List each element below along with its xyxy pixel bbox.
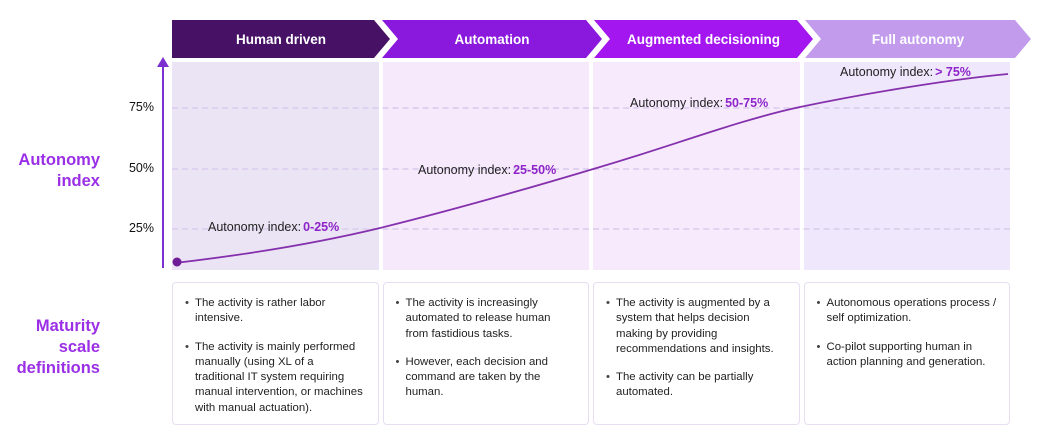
definition-list: The activity is augmented by a system th… xyxy=(604,296,787,401)
annotation-value: 50-75% xyxy=(725,96,769,110)
stage-header-label: Augmented decisioning xyxy=(626,31,780,47)
annotation-value: 0-25% xyxy=(303,220,340,234)
chart-panels xyxy=(172,62,1010,270)
definition-list: Autonomous operations process / self opt… xyxy=(815,296,998,370)
stage-header-full-autonomy: Full autonomy xyxy=(805,20,1031,58)
definition-item: Co-pilot supporting human in action plan… xyxy=(815,340,998,371)
definition-item: The activity is augmented by a system th… xyxy=(604,296,787,357)
stage-header-human-driven: Human driven xyxy=(172,20,390,58)
maturity-definitions-row: The activity is rather labor intensive. … xyxy=(172,282,1010,425)
chart-panel-automation xyxy=(382,62,589,270)
annotation-value: > 75% xyxy=(935,65,971,79)
definition-item: The activity is mainly performed manuall… xyxy=(183,340,366,416)
definition-list: The activity is increasingly automated t… xyxy=(394,296,577,401)
autonomy-index-axis-title-line: Autonomy xyxy=(18,151,100,169)
autonomy-chart-area: Autonomy index: 0-25% Autonomy index: 25-5… xyxy=(172,62,1010,270)
annotation-label: Autonomy index: xyxy=(418,163,512,177)
definition-item: However, each decision and command are t… xyxy=(394,355,577,401)
stage-header-label: Full autonomy xyxy=(871,31,965,47)
autonomy-curve-path xyxy=(174,73,1009,264)
stage-header-label: Automation xyxy=(454,31,530,47)
annotation-full-autonomy: Autonomy index: > 75% xyxy=(840,65,971,79)
autonomy-index-axis-title-line: index xyxy=(56,172,100,191)
curve-start-dot xyxy=(172,257,182,267)
y-axis-tick-25: 25% xyxy=(128,221,154,235)
gridline-75 xyxy=(172,107,1010,109)
definition-box-automation: The activity is increasingly automated t… xyxy=(382,282,589,425)
y-axis-line xyxy=(162,66,164,268)
chart-panel-augmented-decisioning xyxy=(593,62,800,270)
annotation-value: 25-50% xyxy=(513,163,557,177)
annotation-label: Autonomy index: xyxy=(630,96,724,110)
definition-item: The activity is rather labor intensive. xyxy=(183,296,366,327)
definition-item: The activity is increasingly automated t… xyxy=(394,296,577,342)
annotation-human-driven: Autonomy index: 0-25% xyxy=(208,220,339,234)
maturity-label-line: scale xyxy=(58,338,100,357)
definition-item: Autonomous operations process / self opt… xyxy=(815,296,998,327)
stage-header-augmented-decisioning: Augmented decisioning xyxy=(594,20,813,58)
maturity-label-line: definitions xyxy=(16,359,100,378)
chart-panel-full-autonomy xyxy=(803,62,1010,270)
y-axis-tick-50: 50% xyxy=(128,161,154,175)
definition-box-human-driven: The activity is rather labor intensive. … xyxy=(172,282,379,425)
maturity-scale-definitions-label: Maturity scale definitions xyxy=(0,316,100,379)
definition-item: The activity can be partially automated. xyxy=(604,370,787,401)
annotation-label: Autonomy index: xyxy=(840,65,934,79)
stage-header-automation: Automation xyxy=(382,20,602,58)
annotation-label: Autonomy index: xyxy=(208,220,302,234)
autonomy-index-axis-title: Autonomy index xyxy=(0,150,100,192)
definition-box-full-autonomy: Autonomous operations process / self opt… xyxy=(803,282,1010,425)
y-axis-arrow-icon xyxy=(157,57,169,67)
gridline-25 xyxy=(172,228,1010,230)
definition-box-augmented-decisioning: The activity is augmented by a system th… xyxy=(593,282,800,425)
autonomy-curve xyxy=(172,73,1009,267)
definition-list: The activity is rather labor intensive. … xyxy=(183,296,366,416)
stage-header-label: Human driven xyxy=(235,31,327,47)
annotation-augmented-decisioning: Autonomy index: 50-75% xyxy=(630,96,768,110)
y-axis-tick-75: 75% xyxy=(128,100,154,114)
maturity-label-line: Maturity xyxy=(35,317,100,335)
annotation-automation: Autonomy index: 25-50% xyxy=(418,163,556,177)
